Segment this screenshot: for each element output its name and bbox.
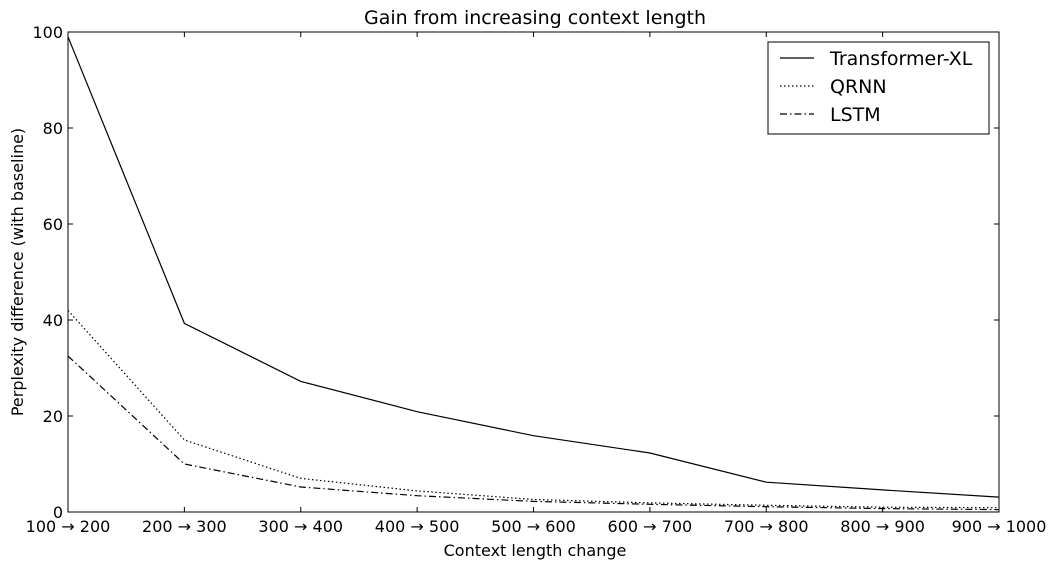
y-tick-label: 0 [53,503,63,522]
y-tick-label: 80 [43,119,63,138]
y-tick-label: 20 [43,407,63,426]
y-tick-label: 40 [43,311,63,330]
series-line-lstm [67,355,1000,511]
y-axis-label: Perplexity difference (with baseline) [8,128,27,416]
x-axis-label: Context length change [444,541,627,560]
x-tick-label: 800 → 900 [840,517,925,536]
y-tick-label: 60 [43,215,63,234]
y-tick-label: 100 [32,23,63,42]
legend-label: Transformer-XL [829,48,973,70]
chart-title: Gain from increasing context length [364,7,706,29]
series-line-qrnn [67,309,1000,509]
legend-label: QRNN [830,76,887,98]
series-layer [67,36,1000,511]
x-tick-label: 400 → 500 [375,517,460,536]
x-tick-label: 700 → 800 [724,517,809,536]
x-tick-label: 300 → 400 [258,517,343,536]
ticks-layer: 100 → 200 200 → 300 300 → 400 400 → 500 500 … [26,23,1047,536]
x-tick-label: 200 → 300 [142,517,227,536]
x-tick-label: 900 → 1000 [952,517,1047,536]
legend-box [767,41,990,135]
series-line-transformer-xl [67,36,1000,498]
x-tick-label: 500 → 600 [491,517,576,536]
x-tick-label: 100 → 200 [26,517,111,536]
legend: Transformer-XL QRNN LSTM [767,41,990,135]
legend-label: LSTM [830,104,881,126]
x-tick-label: 600 → 700 [608,517,693,536]
